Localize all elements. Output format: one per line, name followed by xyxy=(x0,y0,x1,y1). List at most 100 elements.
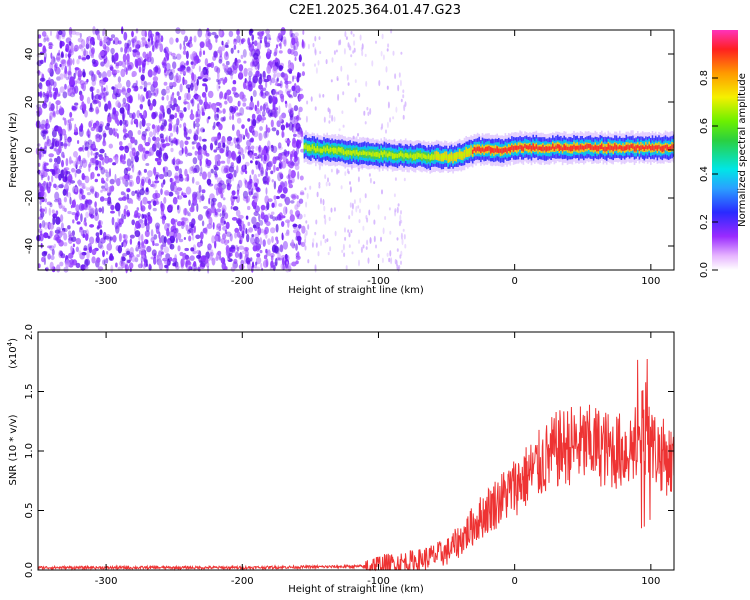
noise-speck xyxy=(45,79,51,87)
signal-band-cell xyxy=(310,147,312,151)
noise-speck xyxy=(67,210,72,215)
noise-speck xyxy=(195,181,200,186)
noise-speck xyxy=(120,155,123,164)
noise-speck xyxy=(213,121,216,129)
noise-speck xyxy=(225,60,230,66)
noise-speck xyxy=(272,109,279,118)
noise-speck xyxy=(49,78,55,86)
noise-speck xyxy=(141,254,145,259)
noise-speck xyxy=(246,132,250,139)
noise-speck xyxy=(90,119,94,124)
noise-speck xyxy=(293,50,299,57)
noise-speck xyxy=(66,64,71,68)
noise-speck xyxy=(155,137,160,142)
signal-band-cell xyxy=(352,150,355,154)
noise-speck xyxy=(146,245,152,253)
y-tick-label: -20 xyxy=(24,190,35,206)
signal-band-cell xyxy=(386,153,389,158)
noise-speck xyxy=(90,157,95,163)
noise-speck xyxy=(202,66,208,76)
noise-speck xyxy=(261,149,267,156)
noise-speck xyxy=(358,259,360,267)
signal-band-cell xyxy=(418,152,420,158)
noise-speck xyxy=(138,219,144,224)
signal-band-cell xyxy=(462,152,464,158)
noise-speck xyxy=(123,173,130,180)
noise-speck xyxy=(145,128,148,132)
noise-speck xyxy=(131,70,137,77)
signal-band-cell xyxy=(594,144,597,150)
noise-speck xyxy=(278,65,284,70)
noise-speck xyxy=(140,43,144,48)
noise-speck xyxy=(274,156,278,162)
noise-speck xyxy=(198,136,202,142)
noise-speck xyxy=(301,40,306,49)
noise-speck xyxy=(38,170,45,177)
noise-speck xyxy=(265,80,268,89)
noise-speck xyxy=(262,110,266,117)
noise-speck xyxy=(271,179,274,183)
noise-speck xyxy=(226,231,232,237)
noise-speck xyxy=(397,203,400,207)
noise-speck xyxy=(112,162,117,166)
noise-speck xyxy=(154,65,159,73)
signal-band-cell xyxy=(422,153,425,158)
noise-speck xyxy=(123,90,128,96)
noise-speck xyxy=(198,197,202,203)
noise-speck xyxy=(162,242,167,247)
snr-x-ticks: -300 -200 -100 0 100 xyxy=(95,332,660,587)
noise-speck xyxy=(183,122,187,128)
noise-speck xyxy=(160,125,165,131)
noise-speck xyxy=(369,237,372,244)
signal-band-cell xyxy=(471,149,474,154)
noise-speck xyxy=(74,186,78,193)
noise-speck xyxy=(222,142,226,148)
noise-speck xyxy=(135,44,141,49)
noise-speck xyxy=(51,248,55,256)
noise-speck xyxy=(139,104,143,111)
noise-speck xyxy=(402,89,405,94)
noise-speck xyxy=(394,73,397,80)
noise-speck xyxy=(275,236,279,241)
noise-speck xyxy=(265,42,271,48)
noise-speck xyxy=(62,117,65,121)
noise-speck xyxy=(231,190,236,196)
noise-speck xyxy=(257,61,260,71)
noise-speck xyxy=(341,110,344,114)
noise-speck xyxy=(196,203,199,213)
noise-speck xyxy=(63,69,67,79)
noise-speck xyxy=(240,38,244,45)
noise-speck xyxy=(300,148,305,153)
noise-speck xyxy=(312,238,315,243)
signal-band-cell xyxy=(633,146,636,152)
noise-speck xyxy=(236,218,242,225)
signal-band-cell xyxy=(388,151,391,156)
noise-speck xyxy=(276,129,280,136)
noise-speck xyxy=(402,114,405,120)
noise-speck xyxy=(131,112,136,120)
noise-speck xyxy=(221,43,226,52)
signal-band-cell xyxy=(377,151,379,157)
noise-speck xyxy=(168,135,171,143)
noise-speck xyxy=(243,246,250,252)
noise-speck xyxy=(170,235,173,240)
noise-speck xyxy=(235,61,240,69)
noise-speck xyxy=(73,198,76,207)
noise-speck xyxy=(166,262,169,271)
noise-speck xyxy=(95,237,98,244)
noise-speck xyxy=(129,238,133,245)
noise-speck xyxy=(257,154,262,159)
noise-speck xyxy=(255,145,259,151)
noise-speck xyxy=(331,114,334,122)
noise-speck xyxy=(63,242,68,247)
noise-speck xyxy=(55,66,61,75)
noise-speck xyxy=(62,188,67,196)
noise-speck xyxy=(176,232,182,240)
noise-speck xyxy=(169,132,173,137)
noise-speck xyxy=(270,260,274,268)
noise-speck xyxy=(202,144,207,151)
noise-speck xyxy=(86,78,89,83)
noise-speck xyxy=(54,229,61,234)
noise-speck xyxy=(211,136,217,141)
noise-speck xyxy=(255,256,262,265)
